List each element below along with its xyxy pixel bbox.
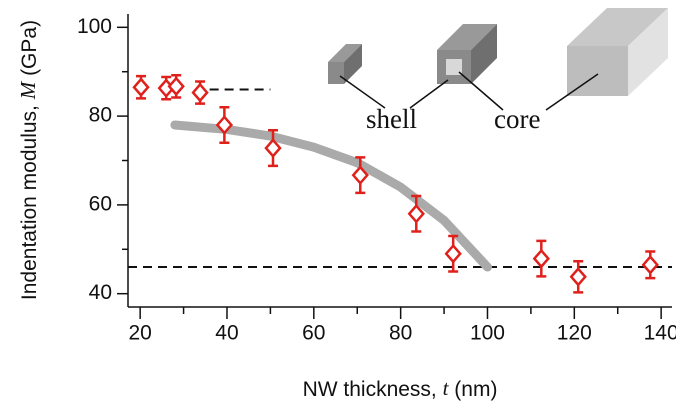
x-tick-label: 80: [389, 322, 412, 345]
label-part: t: [443, 376, 450, 400]
marker: [444, 243, 462, 264]
x-tick-label: 140: [644, 322, 676, 345]
label-part: NW thickness,: [303, 378, 443, 401]
label-part: M: [16, 80, 40, 100]
x-tick-label: 60: [302, 322, 325, 345]
fit-curve: [170, 120, 492, 272]
annotation: core: [494, 104, 540, 134]
y-axis-label: Indentation modulus, M (GPa): [16, 20, 41, 300]
label-part: (nm): [448, 378, 497, 401]
x-tick-label: 120: [557, 322, 592, 345]
marker: [191, 82, 209, 103]
marker: [569, 266, 587, 287]
x-tick-label: 100: [470, 322, 505, 345]
inset: shell core: [328, 8, 668, 134]
marker: [532, 248, 550, 269]
label-part: Indentation modulus,: [18, 99, 41, 300]
marker: [351, 165, 369, 186]
annotation: shell: [366, 104, 417, 134]
y-tick-label: 40: [89, 281, 112, 304]
marker: [641, 254, 659, 275]
marker: [264, 138, 282, 158]
x-tick-label: 20: [128, 322, 151, 345]
marker: [407, 203, 425, 224]
marker: [167, 76, 185, 97]
label-part: (GPa): [18, 20, 41, 82]
x-axis-label: NW thickness, t (nm): [303, 376, 498, 401]
y-tick-label: 100: [77, 15, 112, 38]
y-tick-label: 60: [89, 192, 112, 215]
y-tick-label: 80: [89, 104, 112, 127]
x-tick-label: 40: [215, 322, 238, 345]
marker: [132, 77, 150, 98]
marker: [215, 115, 234, 135]
